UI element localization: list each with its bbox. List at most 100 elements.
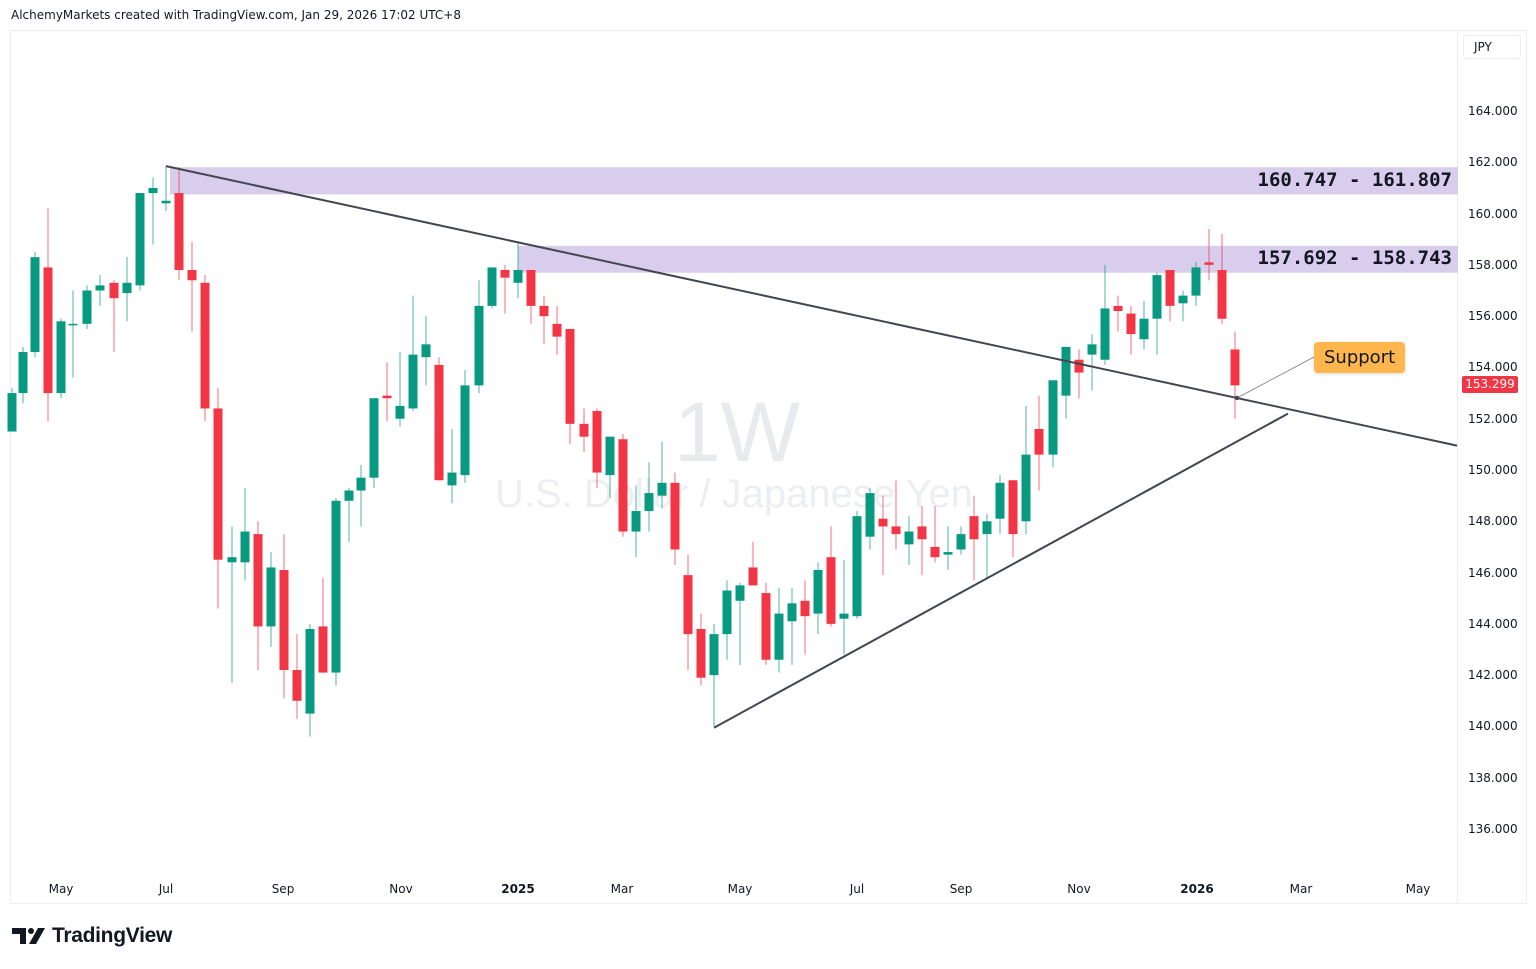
candle-body [1126,313,1136,335]
candle-body [735,585,745,601]
candle-body [1178,295,1188,304]
time-tick-label: 2026 [1180,882,1214,896]
candle-body [526,269,536,306]
candle-body [852,516,862,617]
candle-body [930,546,940,558]
candle-body [161,200,171,204]
price-tick-label: 144.000 [1468,616,1518,631]
candle-body [227,557,237,563]
price-tick-label: 158.000 [1468,257,1518,272]
candle-body [1113,305,1123,312]
price-tick-label: 164.000 [1468,104,1518,118]
candle-body [434,364,444,481]
time-tick-label: Sep [949,882,973,896]
candle-body [122,282,132,294]
candle-body [943,552,953,555]
time-tick-label: Sep [271,882,295,896]
candle-body [982,521,992,535]
candle-body [500,269,510,278]
candle-body [395,405,405,419]
candle-body [774,613,784,660]
currency-button[interactable]: JPY [1463,35,1521,59]
candle-body [513,269,523,283]
time-tick-label: Mar [610,882,634,896]
time-tick-label: 2025 [501,882,535,896]
trendline [713,412,1289,729]
candle-body [56,321,66,394]
candle-body [253,534,263,627]
time-tick-label: May [727,882,753,896]
candle-body [1074,359,1084,373]
price-tick-label: 162.000 [1468,155,1518,170]
price-tick-label: 154.000 [1468,360,1518,375]
time-tick-label: May [1405,882,1431,896]
candle-body [1034,428,1044,455]
candle-body [917,526,927,540]
candle-body [891,526,901,535]
candle-body [709,634,719,676]
candle-body [800,600,810,617]
price-tick-label: 156.000 [1468,309,1518,324]
candle-body [748,567,758,586]
candle-body [82,290,92,324]
candle-body [865,493,875,537]
candle-body [95,285,105,291]
support-callout[interactable]: Support [1314,342,1406,373]
candle-body [460,385,470,476]
time-tick-label: Mar [1289,882,1313,896]
candle-body [1165,269,1175,306]
candle-body [1048,380,1058,455]
price-tick-label: 152.000 [1468,411,1518,426]
candle-body [605,436,615,476]
candle-body [7,393,17,432]
candle-body [670,482,680,550]
candle-body [878,518,888,527]
candle-body [266,567,276,627]
candle-body [1139,318,1149,340]
candle-body [1191,267,1201,296]
price-tick-label: 138.000 [1468,770,1518,785]
resistance-zone [518,245,1458,273]
candle-body [18,352,28,394]
candle-body [421,344,431,358]
candle-body [279,570,289,671]
candle-body [1217,269,1227,319]
candle-body [1230,349,1240,386]
watermark-timeframe: 1W [674,385,800,479]
candle-body [813,570,823,614]
candle-body [356,477,366,491]
candle-body [187,269,197,281]
candle-body [1100,308,1110,360]
candle-body [382,395,392,399]
time-tick-label: Nov [1067,882,1091,896]
zone-label-lower: 157.692 - 158.743 [1257,247,1452,269]
chart-caption: AlchemyMarkets created with TradingView.… [11,8,461,22]
last-price-badge: 153.299 [1462,376,1518,393]
candle-body [331,500,341,673]
tradingview-logo: TradingView [12,924,172,948]
candle-body [174,193,184,270]
candle-body [683,575,693,635]
candle-body [644,493,654,512]
price-tick-label: 150.000 [1468,463,1518,477]
candle-body [826,557,836,624]
candle-body [787,603,797,622]
watermark-symbol: U.S. Dollar / Japanese Yen [494,472,974,516]
candle-body [344,490,354,501]
price-tick-label: 146.000 [1468,565,1518,580]
trendline [165,165,1458,447]
candle-body [618,439,628,532]
candle-body [1008,480,1018,535]
callout-leader-line [1236,356,1315,399]
candle-body [30,257,40,353]
price-tick-label: 136.000 [1468,822,1518,836]
candle-body [904,531,914,545]
price-tick-label: 160.000 [1468,206,1518,221]
candle-body [109,282,119,299]
candle-body [1087,344,1097,355]
candle-body [408,354,418,409]
candle-body [631,511,641,532]
price-scale-divider [1457,30,1458,904]
candle-body [43,267,53,394]
